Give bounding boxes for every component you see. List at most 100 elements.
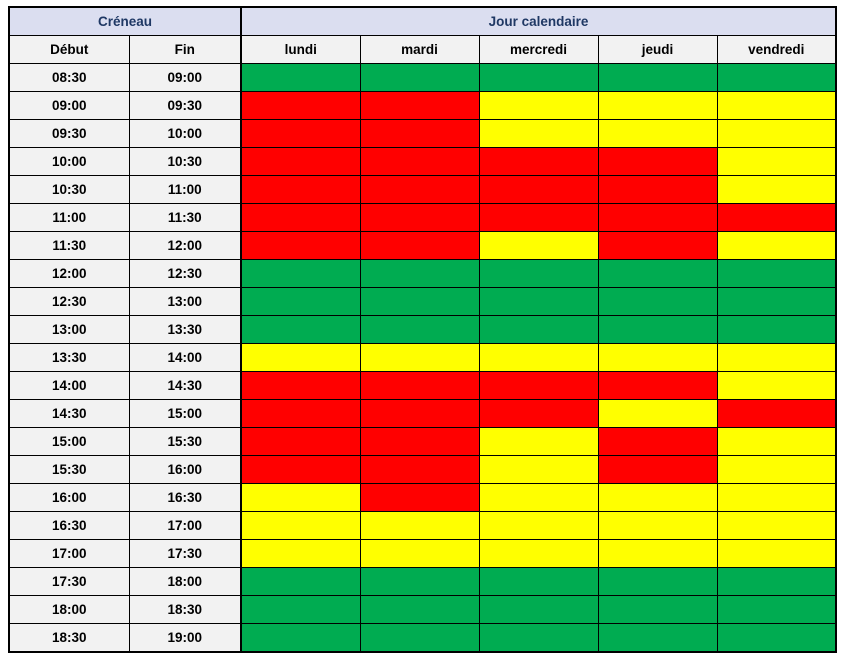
availability-cell-mardi-11:30	[359, 231, 480, 260]
availability-cell-mardi-15:30	[359, 455, 480, 484]
slot-end-time: 18:00	[128, 567, 242, 596]
availability-cell-mercredi-09:00	[478, 91, 599, 120]
availability-cell-mercredi-15:30	[478, 455, 599, 484]
slot-start-time: 15:30	[8, 455, 130, 484]
slot-start-time: 13:00	[8, 315, 130, 344]
availability-cell-jeudi-10:00	[597, 147, 718, 176]
availability-cell-mercredi-18:00	[478, 595, 599, 624]
availability-cell-mercredi-12:00	[478, 259, 599, 288]
availability-cell-mercredi-11:30	[478, 231, 599, 260]
group-header-row: Créneau Jour calendaire	[8, 6, 837, 36]
jour-calendaire-group-header: Jour calendaire	[240, 6, 837, 36]
slot-start-time: 09:00	[8, 91, 130, 120]
availability-cell-mercredi-17:00	[478, 539, 599, 568]
availability-cell-mercredi-15:00	[478, 427, 599, 456]
schedule-row: 16:00 16:30	[8, 483, 837, 512]
availability-cell-lundi-13:30	[240, 343, 361, 372]
slot-end-time: 16:00	[128, 455, 242, 484]
slot-end-time: 11:30	[128, 203, 242, 232]
availability-cell-mercredi-13:30	[478, 343, 599, 372]
availability-cell-mardi-11:00	[359, 203, 480, 232]
availability-cell-lundi-08:30	[240, 63, 361, 92]
schedule-row: 17:30 18:00	[8, 567, 837, 596]
availability-cell-lundi-12:00	[240, 259, 361, 288]
availability-cell-vendredi-14:00	[716, 371, 837, 400]
slot-end-time: 15:30	[128, 427, 242, 456]
availability-cell-mercredi-14:30	[478, 399, 599, 428]
slot-start-time: 12:00	[8, 259, 130, 288]
availability-cell-lundi-17:30	[240, 567, 361, 596]
availability-cell-jeudi-18:00	[597, 595, 718, 624]
availability-cell-jeudi-08:30	[597, 63, 718, 92]
schedule-row: 09:00 09:30	[8, 91, 837, 120]
slot-end-time: 12:30	[128, 259, 242, 288]
schedule-row: 09:30 10:00	[8, 119, 837, 148]
availability-cell-mercredi-11:00	[478, 203, 599, 232]
slot-end-time: 10:30	[128, 147, 242, 176]
creneau-group-header: Créneau	[8, 6, 242, 36]
slot-end-time: 13:30	[128, 315, 242, 344]
schedule-row: 13:30 14:00	[8, 343, 837, 372]
availability-cell-lundi-15:30	[240, 455, 361, 484]
slot-end-time: 09:00	[128, 63, 242, 92]
availability-cell-vendredi-09:00	[716, 91, 837, 120]
schedule-row: 17:00 17:30	[8, 539, 837, 568]
availability-cell-jeudi-16:00	[597, 483, 718, 512]
availability-cell-mercredi-16:30	[478, 511, 599, 540]
availability-cell-jeudi-12:00	[597, 259, 718, 288]
slot-start-time: 16:30	[8, 511, 130, 540]
day-column-header-lundi: lundi	[240, 35, 361, 64]
availability-cell-mardi-10:00	[359, 147, 480, 176]
availability-cell-jeudi-17:30	[597, 567, 718, 596]
availability-cell-lundi-16:30	[240, 511, 361, 540]
availability-cell-mardi-17:30	[359, 567, 480, 596]
slot-end-time: 11:00	[128, 175, 242, 204]
schedule-row: 18:30 19:00	[8, 623, 837, 653]
availability-cell-vendredi-10:30	[716, 175, 837, 204]
availability-cell-vendredi-16:00	[716, 483, 837, 512]
slot-end-time: 17:00	[128, 511, 242, 540]
availability-cell-jeudi-10:30	[597, 175, 718, 204]
availability-cell-lundi-13:00	[240, 315, 361, 344]
day-column-header-vendredi: vendredi	[716, 35, 837, 64]
availability-cell-vendredi-11:30	[716, 231, 837, 260]
column-header-row: Début Fin lundi mardi mercredi jeudi vendredi	[8, 35, 837, 64]
availability-cell-lundi-09:30	[240, 119, 361, 148]
slot-end-time: 19:00	[128, 623, 242, 653]
slot-start-time: 18:00	[8, 595, 130, 624]
schedule-row: 16:30 17:00	[8, 511, 837, 540]
day-column-header-mardi: mardi	[359, 35, 480, 64]
availability-cell-mercredi-10:00	[478, 147, 599, 176]
slot-start-time: 11:00	[8, 203, 130, 232]
availability-cell-mardi-09:00	[359, 91, 480, 120]
schedule-row: 14:00 14:30	[8, 371, 837, 400]
availability-cell-mardi-13:00	[359, 315, 480, 344]
slot-start-time: 09:30	[8, 119, 130, 148]
slot-end-time: 17:30	[128, 539, 242, 568]
availability-cell-lundi-11:00	[240, 203, 361, 232]
availability-cell-mardi-18:00	[359, 595, 480, 624]
availability-cell-vendredi-15:30	[716, 455, 837, 484]
availability-cell-jeudi-15:30	[597, 455, 718, 484]
day-column-header-jeudi: jeudi	[597, 35, 718, 64]
availability-cell-mardi-09:30	[359, 119, 480, 148]
slot-start-time: 17:00	[8, 539, 130, 568]
availability-cell-vendredi-12:00	[716, 259, 837, 288]
schedule-row: 15:00 15:30	[8, 427, 837, 456]
availability-cell-lundi-18:30	[240, 623, 361, 653]
schedule-row: 18:00 18:30	[8, 595, 837, 624]
availability-cell-jeudi-16:30	[597, 511, 718, 540]
availability-cell-vendredi-11:00	[716, 203, 837, 232]
schedule-table: Créneau Jour calendaire Début Fin lundi mar…	[8, 6, 837, 653]
availability-cell-lundi-14:30	[240, 399, 361, 428]
availability-cell-jeudi-13:30	[597, 343, 718, 372]
availability-cell-vendredi-10:00	[716, 147, 837, 176]
availability-cell-jeudi-14:30	[597, 399, 718, 428]
availability-cell-jeudi-17:00	[597, 539, 718, 568]
availability-cell-lundi-15:00	[240, 427, 361, 456]
slot-end-time: 18:30	[128, 595, 242, 624]
start-column-header: Début	[8, 35, 130, 64]
availability-cell-jeudi-09:30	[597, 119, 718, 148]
availability-cell-lundi-11:30	[240, 231, 361, 260]
availability-cell-mardi-14:00	[359, 371, 480, 400]
